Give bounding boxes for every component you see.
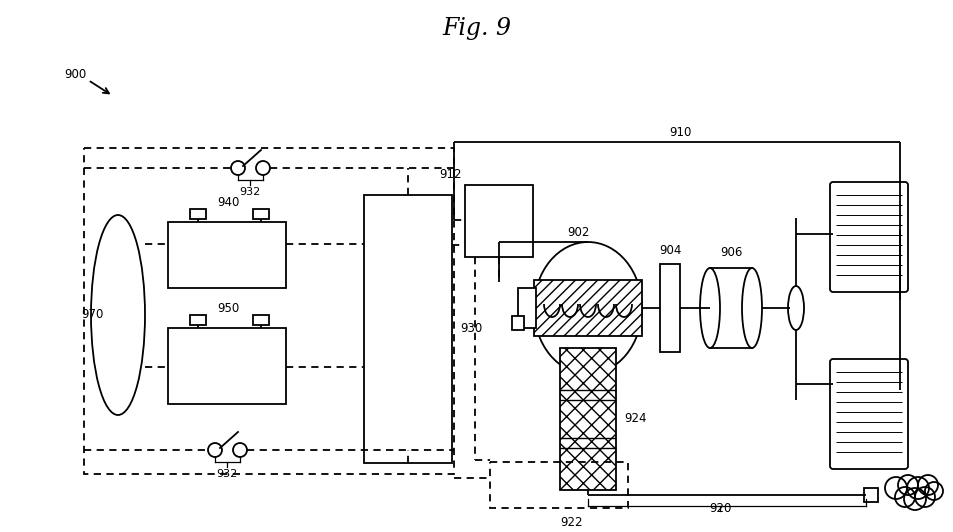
Text: 906: 906 [720,246,741,260]
Text: 902: 902 [566,227,589,239]
Bar [490,462,627,508]
Bar [659,264,679,352]
Bar [559,348,616,490]
Bar [253,315,269,325]
Ellipse shape [787,286,803,330]
Bar [364,195,452,463]
Bar [534,280,641,336]
Ellipse shape [741,268,761,348]
Ellipse shape [534,242,641,374]
Bar [863,488,877,502]
Bar [512,316,523,330]
Text: 932: 932 [216,469,237,479]
Text: 900: 900 [64,69,86,81]
Text: 932: 932 [239,187,260,197]
Text: 912: 912 [439,169,461,181]
Text: 920: 920 [708,503,730,516]
Bar [190,209,206,219]
Ellipse shape [700,268,720,348]
Bar [464,185,533,257]
Text: 930: 930 [459,322,482,336]
Text: Fig. 9: Fig. 9 [442,16,511,39]
Bar [253,209,269,219]
FancyBboxPatch shape [829,182,907,292]
Bar [168,222,286,288]
Ellipse shape [91,215,145,415]
Bar [168,328,286,404]
Text: 922: 922 [560,517,582,529]
Bar [84,148,454,474]
Bar [190,315,206,325]
Text: 904: 904 [659,244,680,256]
Bar [709,268,751,348]
Text: 950: 950 [216,302,239,314]
Bar [517,288,536,328]
FancyBboxPatch shape [829,359,907,469]
Text: 910: 910 [668,127,691,139]
Text: 924: 924 [623,411,646,425]
Text: 970: 970 [81,309,103,321]
Text: 940: 940 [216,195,239,209]
